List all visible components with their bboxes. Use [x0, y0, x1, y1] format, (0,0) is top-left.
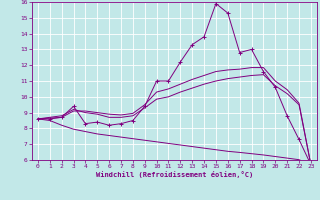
X-axis label: Windchill (Refroidissement éolien,°C): Windchill (Refroidissement éolien,°C): [96, 171, 253, 178]
